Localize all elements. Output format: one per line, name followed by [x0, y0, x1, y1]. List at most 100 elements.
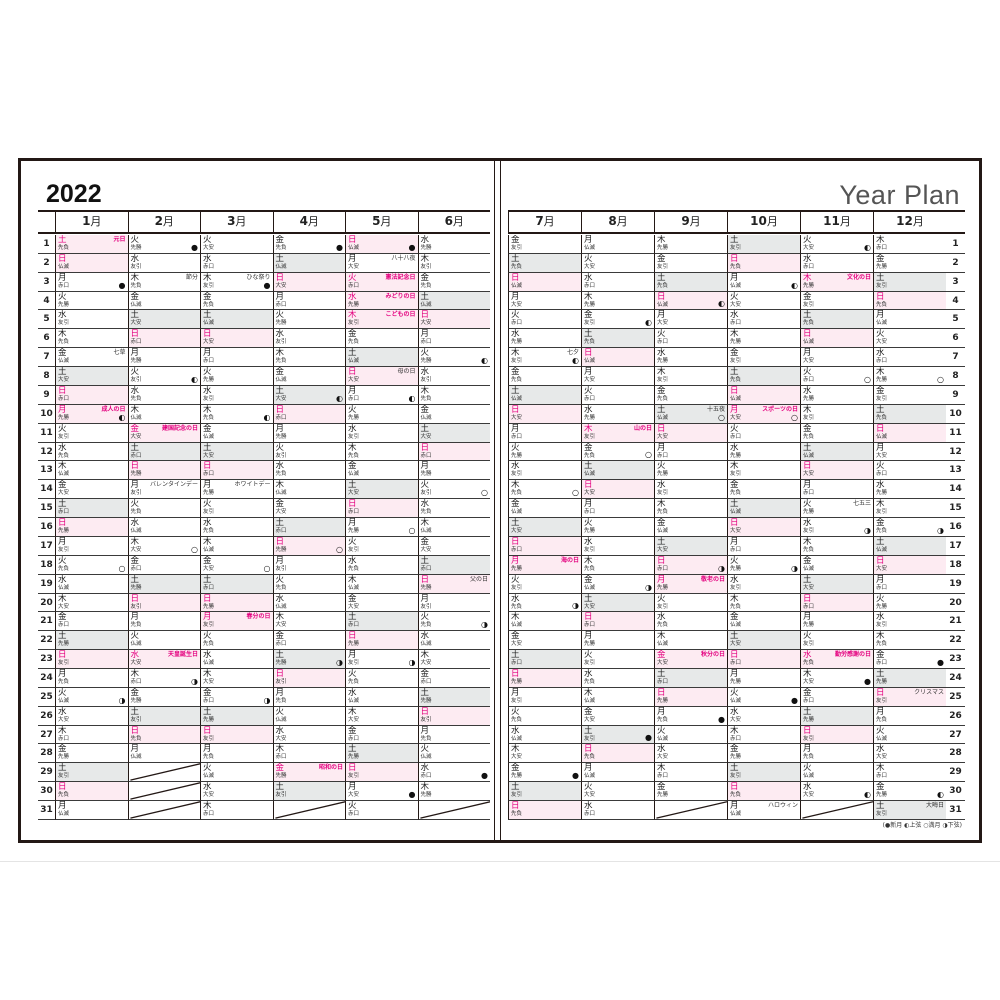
day-cell[interactable]: 月先勝 ○ [345, 518, 418, 537]
day-cell[interactable]: 金友引 [508, 235, 581, 254]
day-cell[interactable]: 金大安 [272, 499, 345, 519]
day-cell[interactable]: 火赤口 憲法記念日 [345, 272, 418, 292]
day-cell[interactable]: 日先勝 ○ [272, 536, 345, 556]
day-cell[interactable]: 日大安 [873, 555, 946, 575]
day-cell[interactable]: 木友引 七夕 ◐ [508, 348, 581, 368]
day-cell[interactable]: 水先勝 [417, 235, 490, 254]
day-cell[interactable]: 日先勝 [200, 593, 273, 613]
day-cell[interactable]: 木友引 こどもの日 [345, 310, 418, 330]
day-cell[interactable]: 水仏滅 [417, 631, 490, 651]
day-cell[interactable]: 月大安 [508, 291, 581, 311]
day-cell[interactable]: 金先負 [727, 480, 800, 500]
day-cell[interactable]: 木先勝 文化の日 [800, 272, 873, 292]
day-cell[interactable]: 月赤口 [654, 442, 727, 462]
day-cell[interactable]: 月仏滅 [127, 744, 200, 764]
day-cell[interactable]: 木先負 ○ [508, 480, 581, 500]
day-cell[interactable]: 日大安 [727, 518, 800, 537]
day-cell[interactable]: 月仏滅 ◐ [727, 272, 800, 292]
day-cell[interactable]: 月赤口 [873, 574, 946, 594]
day-cell[interactable]: 土仏滅 十五夜 ○ [654, 404, 727, 424]
day-cell[interactable]: 月大安 [581, 367, 654, 386]
day-cell[interactable]: 土大安 [727, 631, 800, 651]
day-cell[interactable]: 土大安 [345, 480, 418, 500]
day-cell[interactable]: 土赤口 [200, 574, 273, 594]
day-cell[interactable]: 土先勝 [345, 744, 418, 764]
day-cell[interactable]: 火仏滅 [873, 725, 946, 745]
day-cell[interactable]: 金大安 秋分の日 [654, 650, 727, 669]
day-cell[interactable]: 火大安 ◐ [800, 235, 873, 254]
day-cell[interactable]: 木仏滅 [127, 404, 200, 424]
day-cell[interactable]: 水大安 [727, 706, 800, 726]
day-cell[interactable]: 月赤口 [581, 499, 654, 519]
day-cell[interactable]: 火友引 [800, 631, 873, 651]
day-cell[interactable]: 日大安 [417, 310, 490, 330]
day-cell[interactable]: 月仏滅 [581, 763, 654, 783]
day-cell[interactable]: 火先勝 ● [127, 235, 200, 254]
day-cell[interactable]: 日先勝 [127, 461, 200, 481]
day-cell[interactable]: 金大安 建国記念の日 [127, 423, 200, 443]
day-cell[interactable]: 金友引 [727, 348, 800, 368]
day-cell[interactable]: 木先勝 [727, 329, 800, 349]
day-cell[interactable]: 金大安 [55, 480, 128, 500]
day-cell[interactable]: 日友引 [272, 669, 345, 688]
day-cell[interactable]: 日先負 [127, 725, 200, 745]
day-cell[interactable]: 月先負 [127, 612, 200, 632]
day-cell[interactable]: 日赤口 ◑ [654, 555, 727, 575]
day-cell[interactable]: 月先勝 [727, 669, 800, 688]
day-cell[interactable]: 水友引 [345, 423, 418, 443]
day-cell[interactable]: 木先負 [654, 499, 727, 519]
day-cell[interactable]: 火赤口 [508, 310, 581, 330]
day-cell[interactable]: 木仏滅 [272, 480, 345, 500]
day-cell[interactable]: 木先負 節分 [127, 272, 200, 292]
day-cell[interactable]: 金先負 [417, 272, 490, 292]
day-cell[interactable]: 土大安 [127, 310, 200, 330]
day-cell[interactable]: 木先負 [581, 555, 654, 575]
day-cell[interactable]: 水大安 [654, 744, 727, 764]
day-cell[interactable]: 水赤口 [873, 348, 946, 368]
day-cell[interactable]: 木友引 [873, 499, 946, 519]
day-cell[interactable]: 金大安 ○ [200, 555, 273, 575]
day-cell[interactable]: 土友引 [508, 782, 581, 802]
day-cell[interactable]: 日友引 [345, 763, 418, 783]
day-cell[interactable]: 日友引 クリスマス [873, 687, 946, 707]
day-cell[interactable]: 金仏滅 [654, 518, 727, 537]
day-cell[interactable]: 日大安 [800, 461, 873, 481]
day-cell[interactable]: 水赤口 ● [417, 763, 490, 783]
day-cell[interactable]: 日赤口 [417, 442, 490, 462]
day-cell[interactable]: 土友引 [272, 782, 345, 802]
day-cell[interactable]: 日先負 [581, 744, 654, 764]
day-cell[interactable]: 火先勝 七五三 [800, 499, 873, 519]
day-cell[interactable]: 日赤口 [800, 593, 873, 613]
day-cell[interactable]: 土赤口 [127, 442, 200, 462]
day-cell[interactable]: 土友引 [727, 763, 800, 783]
day-cell[interactable]: 火友引 [581, 650, 654, 669]
day-cell[interactable]: 火大安 [200, 235, 273, 254]
day-cell[interactable]: 水先勝 [581, 404, 654, 424]
day-cell[interactable]: 水先負 [581, 669, 654, 688]
day-cell[interactable]: 金赤口 [417, 669, 490, 688]
day-cell[interactable]: 日赤口 [581, 612, 654, 632]
day-cell[interactable]: 土赤口 [55, 499, 128, 519]
day-cell[interactable]: 土赤口 [654, 669, 727, 688]
day-cell[interactable]: 金先負 ◑ [873, 518, 946, 537]
day-cell[interactable]: 水友引 [55, 310, 128, 330]
day-cell[interactable]: 水友引 [654, 480, 727, 500]
day-cell[interactable]: 日赤口 [127, 329, 200, 349]
day-cell[interactable]: 木先勝 [654, 235, 727, 254]
day-cell[interactable]: 日先負 [55, 782, 128, 802]
day-cell[interactable]: 水大安 天皇誕生日 [127, 650, 200, 669]
day-cell[interactable]: 木大安 [508, 744, 581, 764]
day-cell[interactable]: 月大安 [800, 348, 873, 368]
day-cell[interactable]: 水先勝 [654, 348, 727, 368]
day-cell[interactable]: 木仏滅 [55, 461, 128, 481]
day-cell[interactable]: 日大安 [508, 404, 581, 424]
day-cell[interactable]: 月友引 [508, 687, 581, 707]
day-cell[interactable]: 水先負 [417, 499, 490, 519]
day-cell[interactable]: 金友引 [873, 385, 946, 405]
day-cell[interactable]: 土先勝 [127, 574, 200, 594]
day-cell[interactable]: 土仏滅 [727, 499, 800, 519]
day-cell[interactable]: 土大安 [800, 574, 873, 594]
day-cell[interactable]: 土仏滅 [873, 536, 946, 556]
day-cell[interactable]: 木大安 ● [800, 669, 873, 688]
day-cell[interactable]: 水大安 [272, 725, 345, 745]
